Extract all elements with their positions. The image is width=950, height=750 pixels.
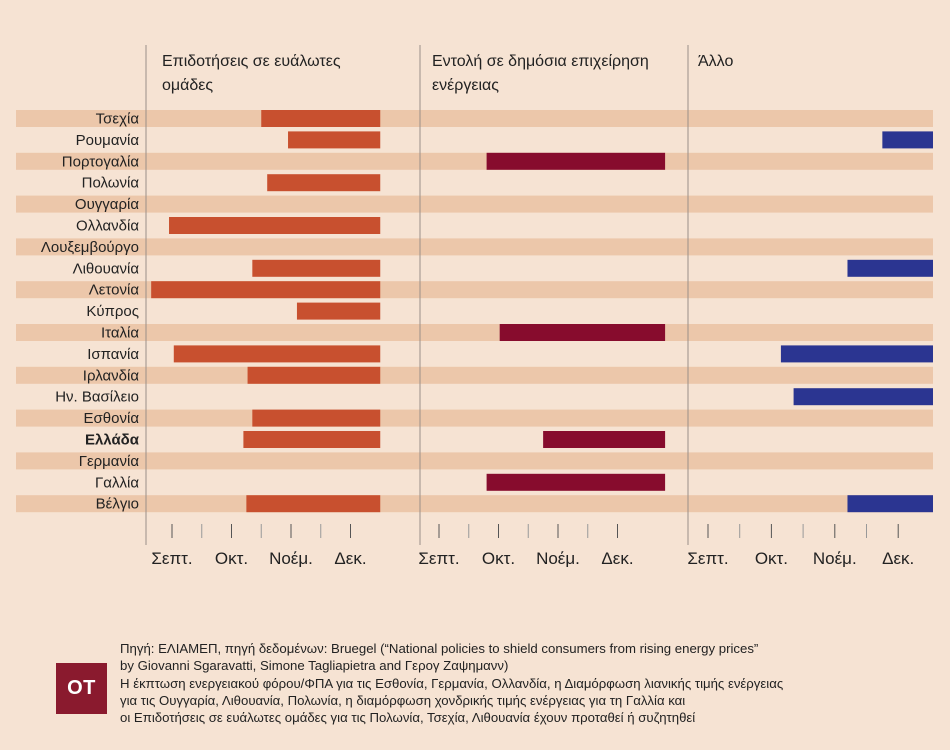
x-tick-label: Σεπτ. (418, 549, 459, 568)
category-label: Γαλλία (95, 474, 139, 491)
category-label: Ιρλανδία (83, 367, 140, 384)
category-label: Πορτογαλία (62, 153, 140, 170)
panel-title-public-company-mandate: Εντολή σε δημόσια επιχείρηση ενέργειας (432, 53, 649, 94)
bar (499, 324, 666, 341)
note-line: για τις Ουγγαρία, Λιθουανία, Πολωνία, η … (120, 692, 686, 708)
category-label: Λιθουανία (73, 260, 140, 277)
bar (247, 366, 381, 384)
bar (486, 473, 666, 491)
bar (847, 495, 933, 513)
bar (252, 409, 381, 427)
bar (780, 345, 933, 363)
row-stripe (16, 238, 933, 256)
x-tick-label: Δεκ. (334, 549, 366, 568)
x-tick-label: Οκτ. (215, 549, 248, 568)
category-label: Βέλγιο (96, 496, 139, 513)
row-stripe (16, 110, 933, 127)
category-label: Πολωνία (82, 175, 140, 192)
bar (288, 131, 381, 149)
category-label: Ολλανδία (76, 218, 139, 235)
panel-title-other: Άλλο (698, 53, 734, 70)
category-label: Ουγγαρία (75, 196, 139, 213)
bar (296, 302, 381, 320)
bar (261, 110, 381, 127)
x-tick-label: Δεκ. (882, 549, 914, 568)
row-stripe (16, 409, 933, 427)
category-label: Λετονία (89, 282, 140, 299)
source-line: by Giovanni Sgaravatti, Simone Tagliapie… (120, 658, 509, 674)
category-label: Εσθονία (84, 410, 140, 427)
ot-logo: OT (56, 663, 107, 714)
row-stripe (16, 195, 933, 213)
x-tick-label: Δεκ. (601, 549, 633, 568)
category-label: Τσεχία (96, 111, 140, 128)
x-tick-label: Νοέμ. (536, 549, 580, 568)
category-label: Γερμανία (79, 453, 140, 470)
category-label: Ιταλία (101, 325, 139, 342)
category-label: Ελλάδα (85, 432, 140, 449)
x-tick-label: Οκτ. (482, 549, 515, 568)
policy-timeline-chart: Τσεχία Ρουμανία Πορτογαλία Πολωνία Ουγγαρία Ο… (16, 45, 933, 568)
row-stripe (16, 452, 933, 470)
row-stripe (16, 152, 933, 170)
x-tick-label: Νοέμ. (269, 549, 313, 568)
x-tick-label: Σεπτ. (151, 549, 192, 568)
bar (243, 431, 381, 448)
bar (252, 259, 381, 277)
bar (169, 217, 381, 234)
x-tick-label: Νοέμ. (813, 549, 857, 568)
x-tick-label: Οκτ. (755, 549, 788, 568)
bar (543, 431, 666, 448)
bar (793, 388, 933, 406)
category-label: Ισπανία (87, 346, 139, 363)
source-notes: Πηγή: ΕΛΙΑΜΕΠ, πηγή δεδομένων: Bruegel (… (120, 640, 920, 726)
category-label: Κύπρος (86, 303, 139, 320)
category-label: Ρουμανία (76, 132, 140, 149)
bar (246, 495, 381, 513)
note-line: οι Επιδοτήσεις σε ευάλωτες ομάδες για τι… (120, 710, 696, 726)
category-label: Ην. Βασίλειο (55, 389, 139, 406)
bar (267, 174, 381, 192)
row-stripe (16, 366, 933, 384)
x-tick-label: Σεπτ. (687, 549, 728, 568)
bar (882, 131, 933, 149)
bar (847, 259, 933, 277)
panel-title-vulnerable-groups: Επιδοτήσεις σε ευάλωτες ομάδες (162, 53, 341, 94)
bar (173, 345, 381, 363)
category-label: Λουξεμβούργο (41, 239, 139, 256)
bar (486, 152, 666, 170)
bar (151, 281, 381, 299)
note-line: Η έκπτωση ενεργειακού φόρου/ΦΠΑ για τις … (120, 675, 784, 691)
row-stripe (16, 495, 933, 513)
row-stripe (16, 324, 933, 341)
source-line: Πηγή: ΕΛΙΑΜΕΠ, πηγή δεδομένων: Bruegel (… (120, 641, 759, 656)
